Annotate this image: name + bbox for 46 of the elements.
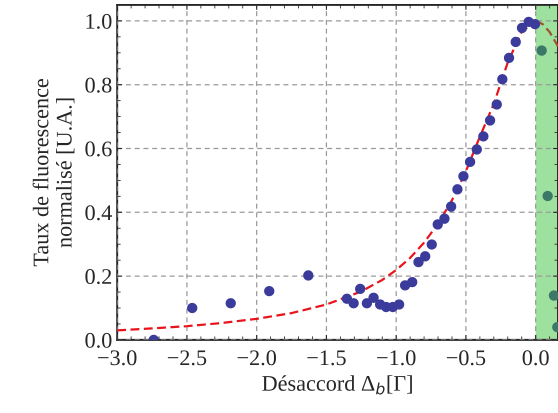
x-axis-title: Désaccord Δ$_{b}$[Γ] xyxy=(262,375,412,395)
point xyxy=(472,144,482,155)
x-tick-label: −3.0 xyxy=(98,350,136,366)
y-tick-label: 0.6 xyxy=(85,141,112,157)
x-tick-label: −2.5 xyxy=(168,350,206,366)
point xyxy=(478,131,489,142)
y-tick-label: 0.0 xyxy=(85,332,112,348)
point xyxy=(504,52,514,64)
point xyxy=(542,190,553,202)
x-tick-label: −1.0 xyxy=(377,350,416,366)
point xyxy=(452,184,463,194)
point xyxy=(407,277,418,288)
point xyxy=(348,298,359,308)
x-tick-label: −0.5 xyxy=(446,350,486,366)
y-tick-label: 1.0 xyxy=(86,14,112,29)
point xyxy=(394,299,404,310)
point xyxy=(446,201,456,212)
point xyxy=(368,292,379,303)
y-tick-label: 0.2 xyxy=(85,269,112,284)
point xyxy=(484,115,496,126)
point xyxy=(187,302,198,314)
point xyxy=(362,298,372,308)
point xyxy=(530,18,540,30)
point xyxy=(226,298,236,308)
y-axis-title: Taux de fluorescence normalisé [U.A.] xyxy=(32,78,74,266)
point xyxy=(492,99,502,110)
point xyxy=(355,284,366,294)
point xyxy=(264,286,274,296)
point xyxy=(516,22,528,34)
point xyxy=(458,171,469,182)
point xyxy=(548,290,558,301)
point xyxy=(303,270,314,281)
point xyxy=(510,36,521,48)
point xyxy=(420,251,430,262)
y-tick-label: 0.4 xyxy=(85,205,112,220)
point xyxy=(426,239,437,250)
x-tick-label: −1.5 xyxy=(307,350,346,366)
point xyxy=(464,156,476,168)
y-tick-label: 0.8 xyxy=(85,78,112,93)
point xyxy=(413,256,424,268)
point xyxy=(536,45,547,56)
point xyxy=(497,74,508,84)
x-tick-label: −2.0 xyxy=(238,350,276,366)
point xyxy=(439,214,450,224)
x-tick-label: 0.0 xyxy=(522,350,549,366)
point xyxy=(432,219,443,230)
